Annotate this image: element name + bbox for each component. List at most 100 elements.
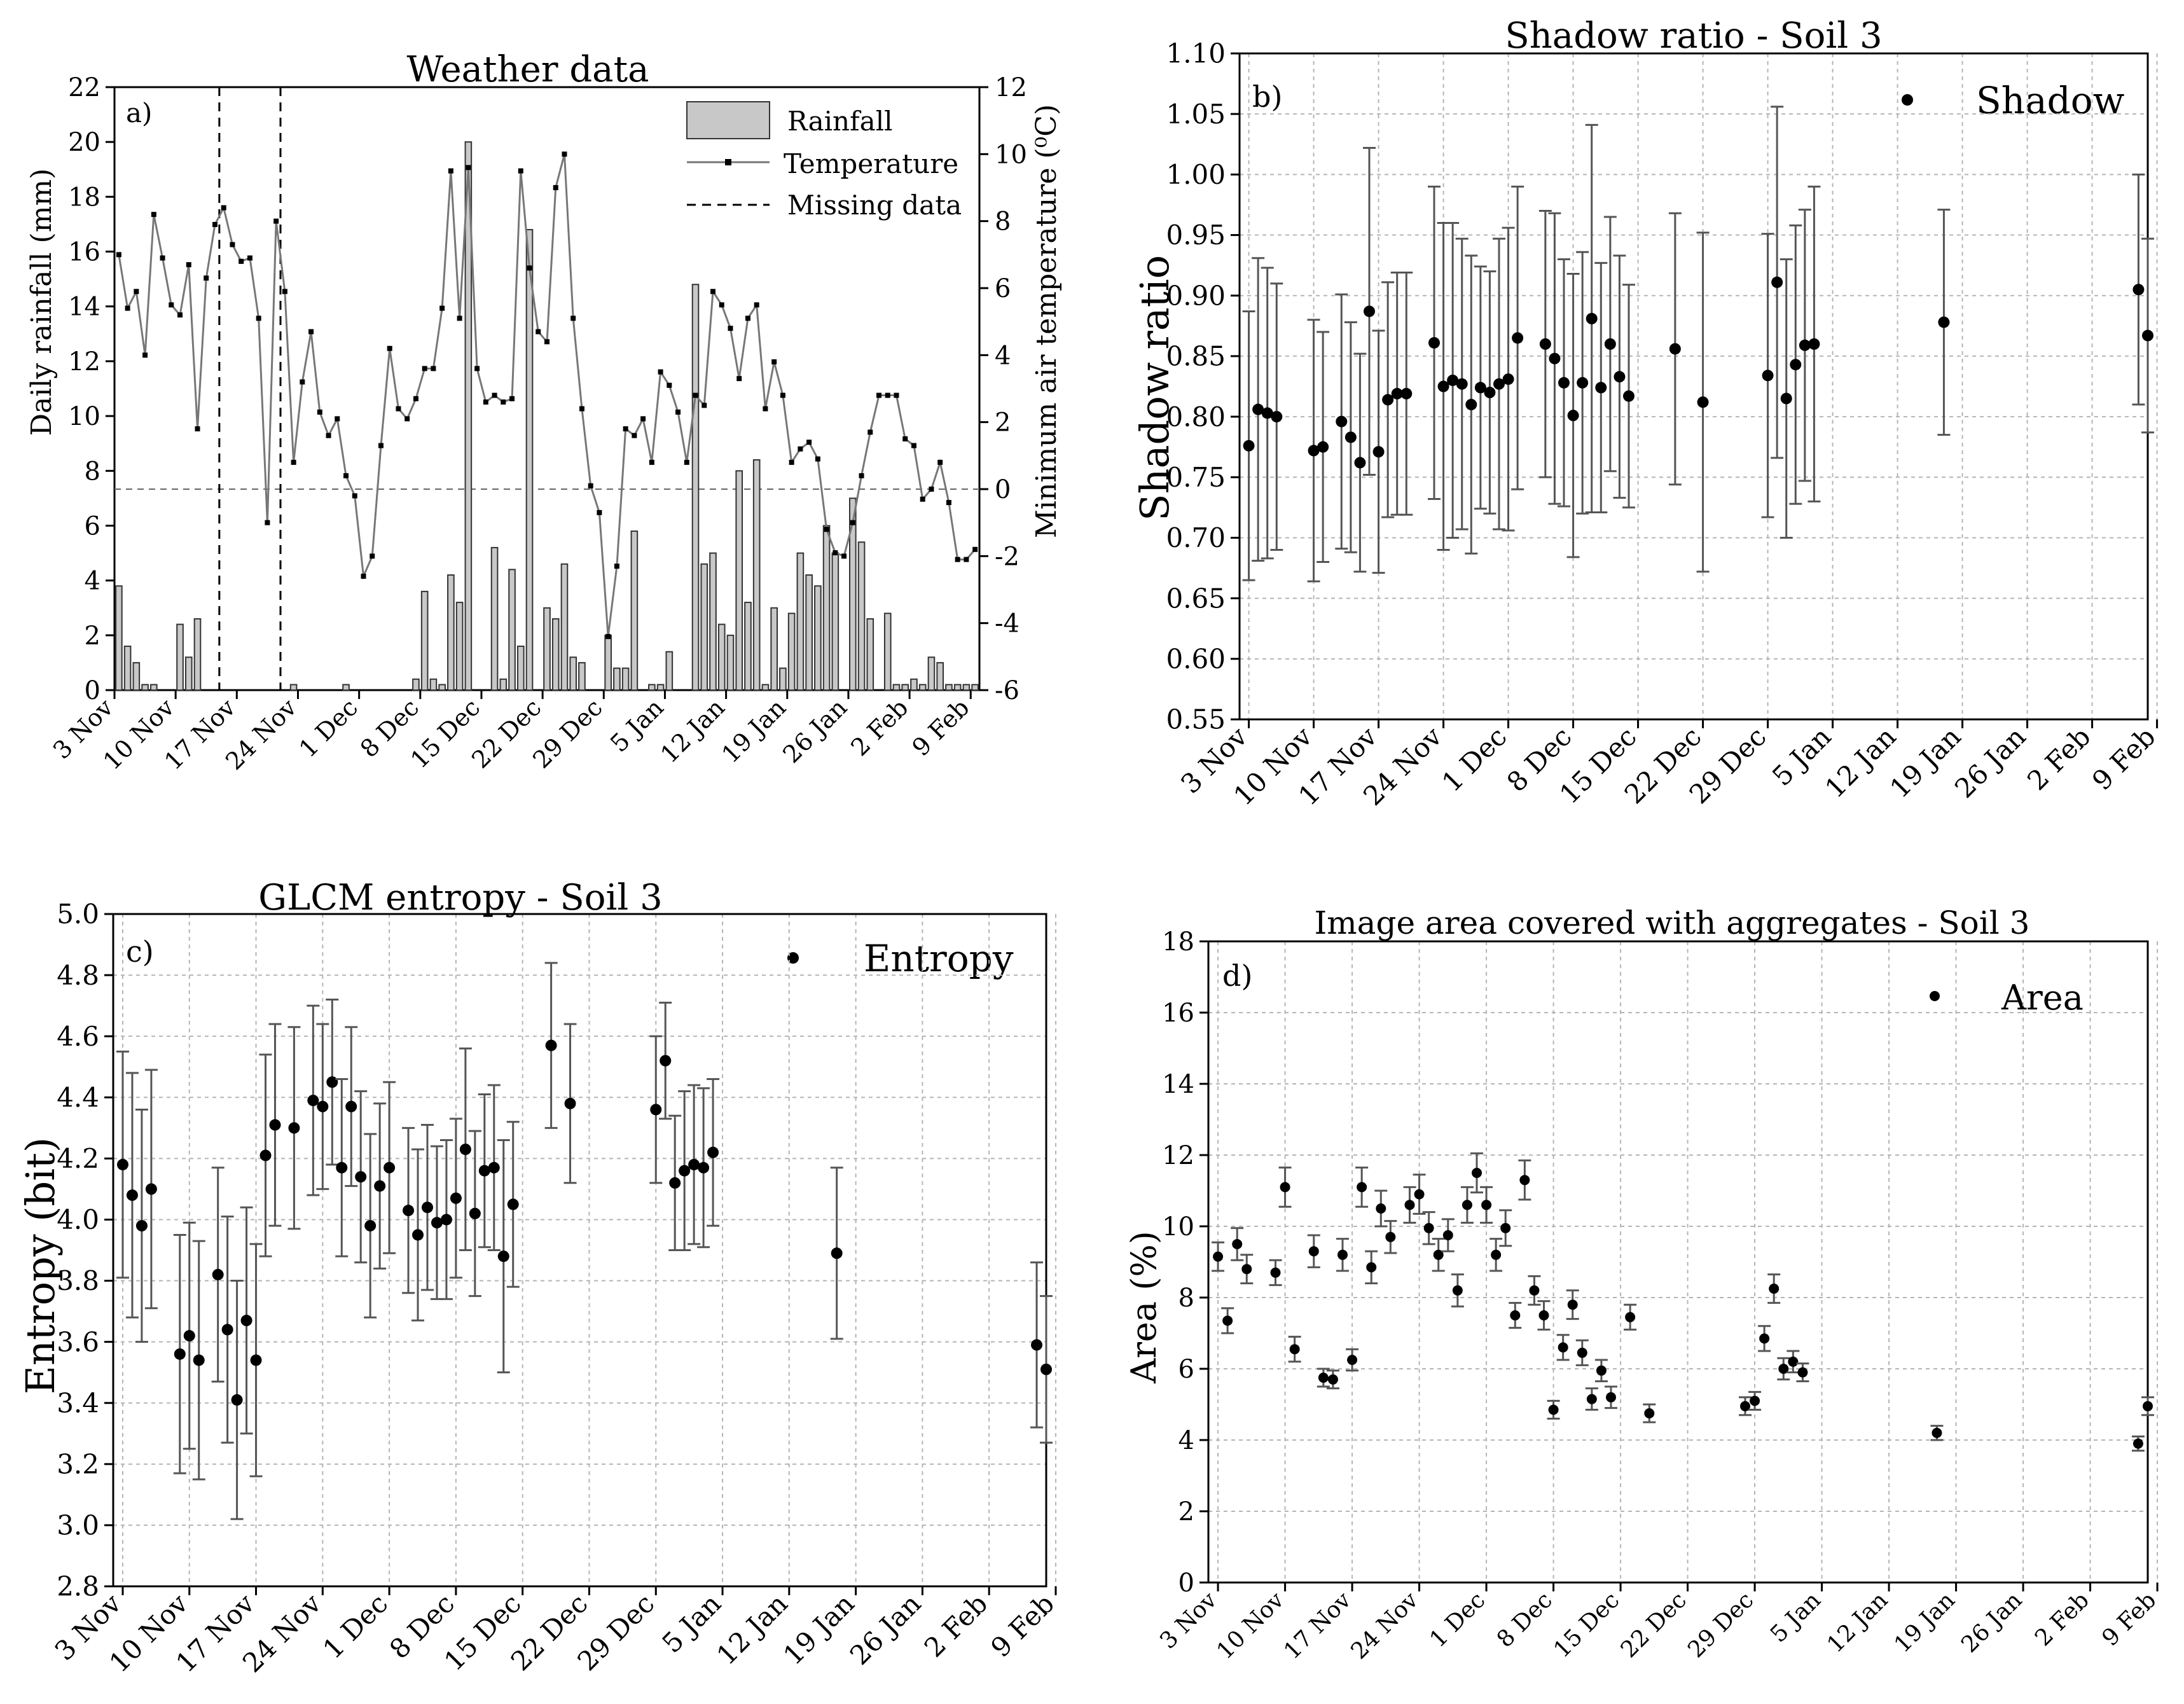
d-x-tick-label: 15 Dec [1549, 1587, 1624, 1663]
c-data-point [288, 1122, 300, 1134]
c-data-point [326, 1076, 338, 1088]
a-temperature-point [238, 258, 244, 264]
b-data-point [1243, 440, 1255, 452]
a-y-tick-label: 16 [68, 238, 100, 267]
a-temperature-point [658, 369, 663, 375]
a-temperature-point [946, 500, 951, 506]
entropy-title: GLCM entropy - Soil 3 [258, 877, 662, 918]
b-data-point [1344, 431, 1357, 443]
a-rainfall-bar [726, 634, 735, 691]
a-temperature-point [544, 339, 549, 345]
shadow-y-label: Shadow ratio [1131, 255, 1178, 521]
a-y2-tick-label: 6 [995, 274, 1011, 303]
a-temperature-point [204, 275, 209, 281]
c-data-point [174, 1348, 186, 1360]
d-data-point [1308, 1246, 1319, 1257]
d-data-point [1750, 1396, 1760, 1406]
a-rainfall-bar [831, 552, 840, 691]
c-y-tick-label: 5.0 [57, 899, 99, 930]
a-rainfall-bar [193, 618, 202, 691]
a-temperature-point [885, 392, 890, 398]
c-data-point [545, 1039, 557, 1051]
d-data-point [1596, 1365, 1607, 1376]
a-temperature-point [527, 265, 532, 271]
a-rainfall-bar [787, 613, 796, 691]
c-y-tick-label: 4.4 [57, 1082, 99, 1113]
d-y-tick-label: 0 [1178, 1569, 1194, 1598]
b-y-tick-label: 1.10 [1166, 38, 1226, 69]
a-x-tick-label: 9 Feb [907, 693, 975, 761]
b-y-tick-label: 0.55 [1166, 704, 1226, 735]
a-temperature-point [212, 221, 218, 227]
a-temperature-point [920, 496, 925, 502]
a-rainfall-bar [910, 678, 918, 691]
a-temperature-point [335, 416, 340, 422]
a-y-tick-label: 18 [68, 183, 100, 212]
c-data-point [345, 1100, 357, 1112]
a-temperature-point [894, 392, 899, 398]
a-rainfall-bar [901, 684, 909, 691]
c-data-point [478, 1165, 490, 1177]
d-y-tick-label: 10 [1162, 1212, 1194, 1242]
d-data-point [1769, 1284, 1780, 1294]
panel-weather: Weather data a) Daily rainfall (mm) Mini… [0, 0, 1092, 852]
a-y-tick-label: 12 [68, 347, 100, 377]
b-data-point [1586, 312, 1598, 324]
a-temperature-point [256, 315, 261, 321]
legend-entropy-marker [787, 952, 799, 964]
b-data-point [1372, 446, 1385, 458]
a-rainfall-bar [569, 656, 577, 691]
a-rainfall-bar [412, 678, 420, 691]
a-rainfall-bar [499, 678, 508, 691]
c-x-tick-label: 1 Dec [317, 1588, 394, 1665]
d-data-point [1529, 1285, 1540, 1296]
d-x-tick-label: 2 Feb [2030, 1587, 2094, 1651]
a-rainfall-bar [490, 546, 499, 691]
c-data-point [212, 1268, 224, 1280]
d-y-tick-label: 18 [1162, 927, 1194, 957]
d-x-tick-label: 9 Feb [2098, 1587, 2162, 1651]
a-rainfall-bar [648, 684, 656, 691]
d-x-tick-label: 29 Dec [1683, 1587, 1759, 1663]
a-y2-tick-label: 0 [995, 475, 1011, 504]
a-temperature-point [291, 459, 296, 465]
b-data-point [1771, 276, 1783, 288]
c-data-point [707, 1146, 719, 1158]
a-x-tick-label: 29 Dec [527, 693, 607, 773]
b-data-point [1623, 390, 1635, 402]
legend-area: Area [2001, 978, 2084, 1018]
d-y-tick-label: 8 [1178, 1284, 1194, 1313]
b-data-point [1502, 373, 1514, 385]
a-y-tick-label: 0 [85, 676, 100, 705]
d-y-tick-label: 12 [1162, 1141, 1194, 1170]
a-rainfall-bar [770, 607, 778, 691]
a-temperature-point [824, 527, 829, 532]
d-data-point [1932, 1427, 1942, 1438]
d-data-point [1241, 1264, 1252, 1275]
a-y2-tick-label: -2 [995, 542, 1019, 571]
a-temperature-point [850, 520, 855, 525]
legend-temperature-marker [725, 159, 731, 165]
a-rainfall-bar [621, 667, 630, 691]
a-temperature-point [247, 255, 252, 261]
a-temperature-point [972, 546, 978, 552]
legend-rainfall-swatch [686, 101, 770, 139]
c-y-tick-label: 3.0 [57, 1510, 99, 1541]
b-data-point [1354, 457, 1366, 469]
b-data-point [1437, 380, 1449, 392]
b-data-point [1271, 411, 1283, 423]
a-rainfall-bar [516, 646, 525, 691]
a-rainfall-bar [918, 684, 927, 691]
a-temperature-point [501, 399, 506, 405]
c-data-point [364, 1220, 377, 1232]
legend-rainfall: Rainfall [787, 106, 893, 137]
weather-y-label: Daily rainfall (mm) [25, 169, 58, 436]
a-rainfall-bar [578, 662, 586, 691]
a-rainfall-bar [805, 574, 813, 691]
a-temperature-point [518, 168, 523, 174]
a-temperature-point [728, 326, 733, 331]
c-y-tick-label: 3.6 [57, 1326, 99, 1357]
a-temperature-point [902, 436, 908, 441]
a-rainfall-bar [700, 563, 708, 691]
b-y-tick-label: 1.00 [1166, 159, 1226, 190]
